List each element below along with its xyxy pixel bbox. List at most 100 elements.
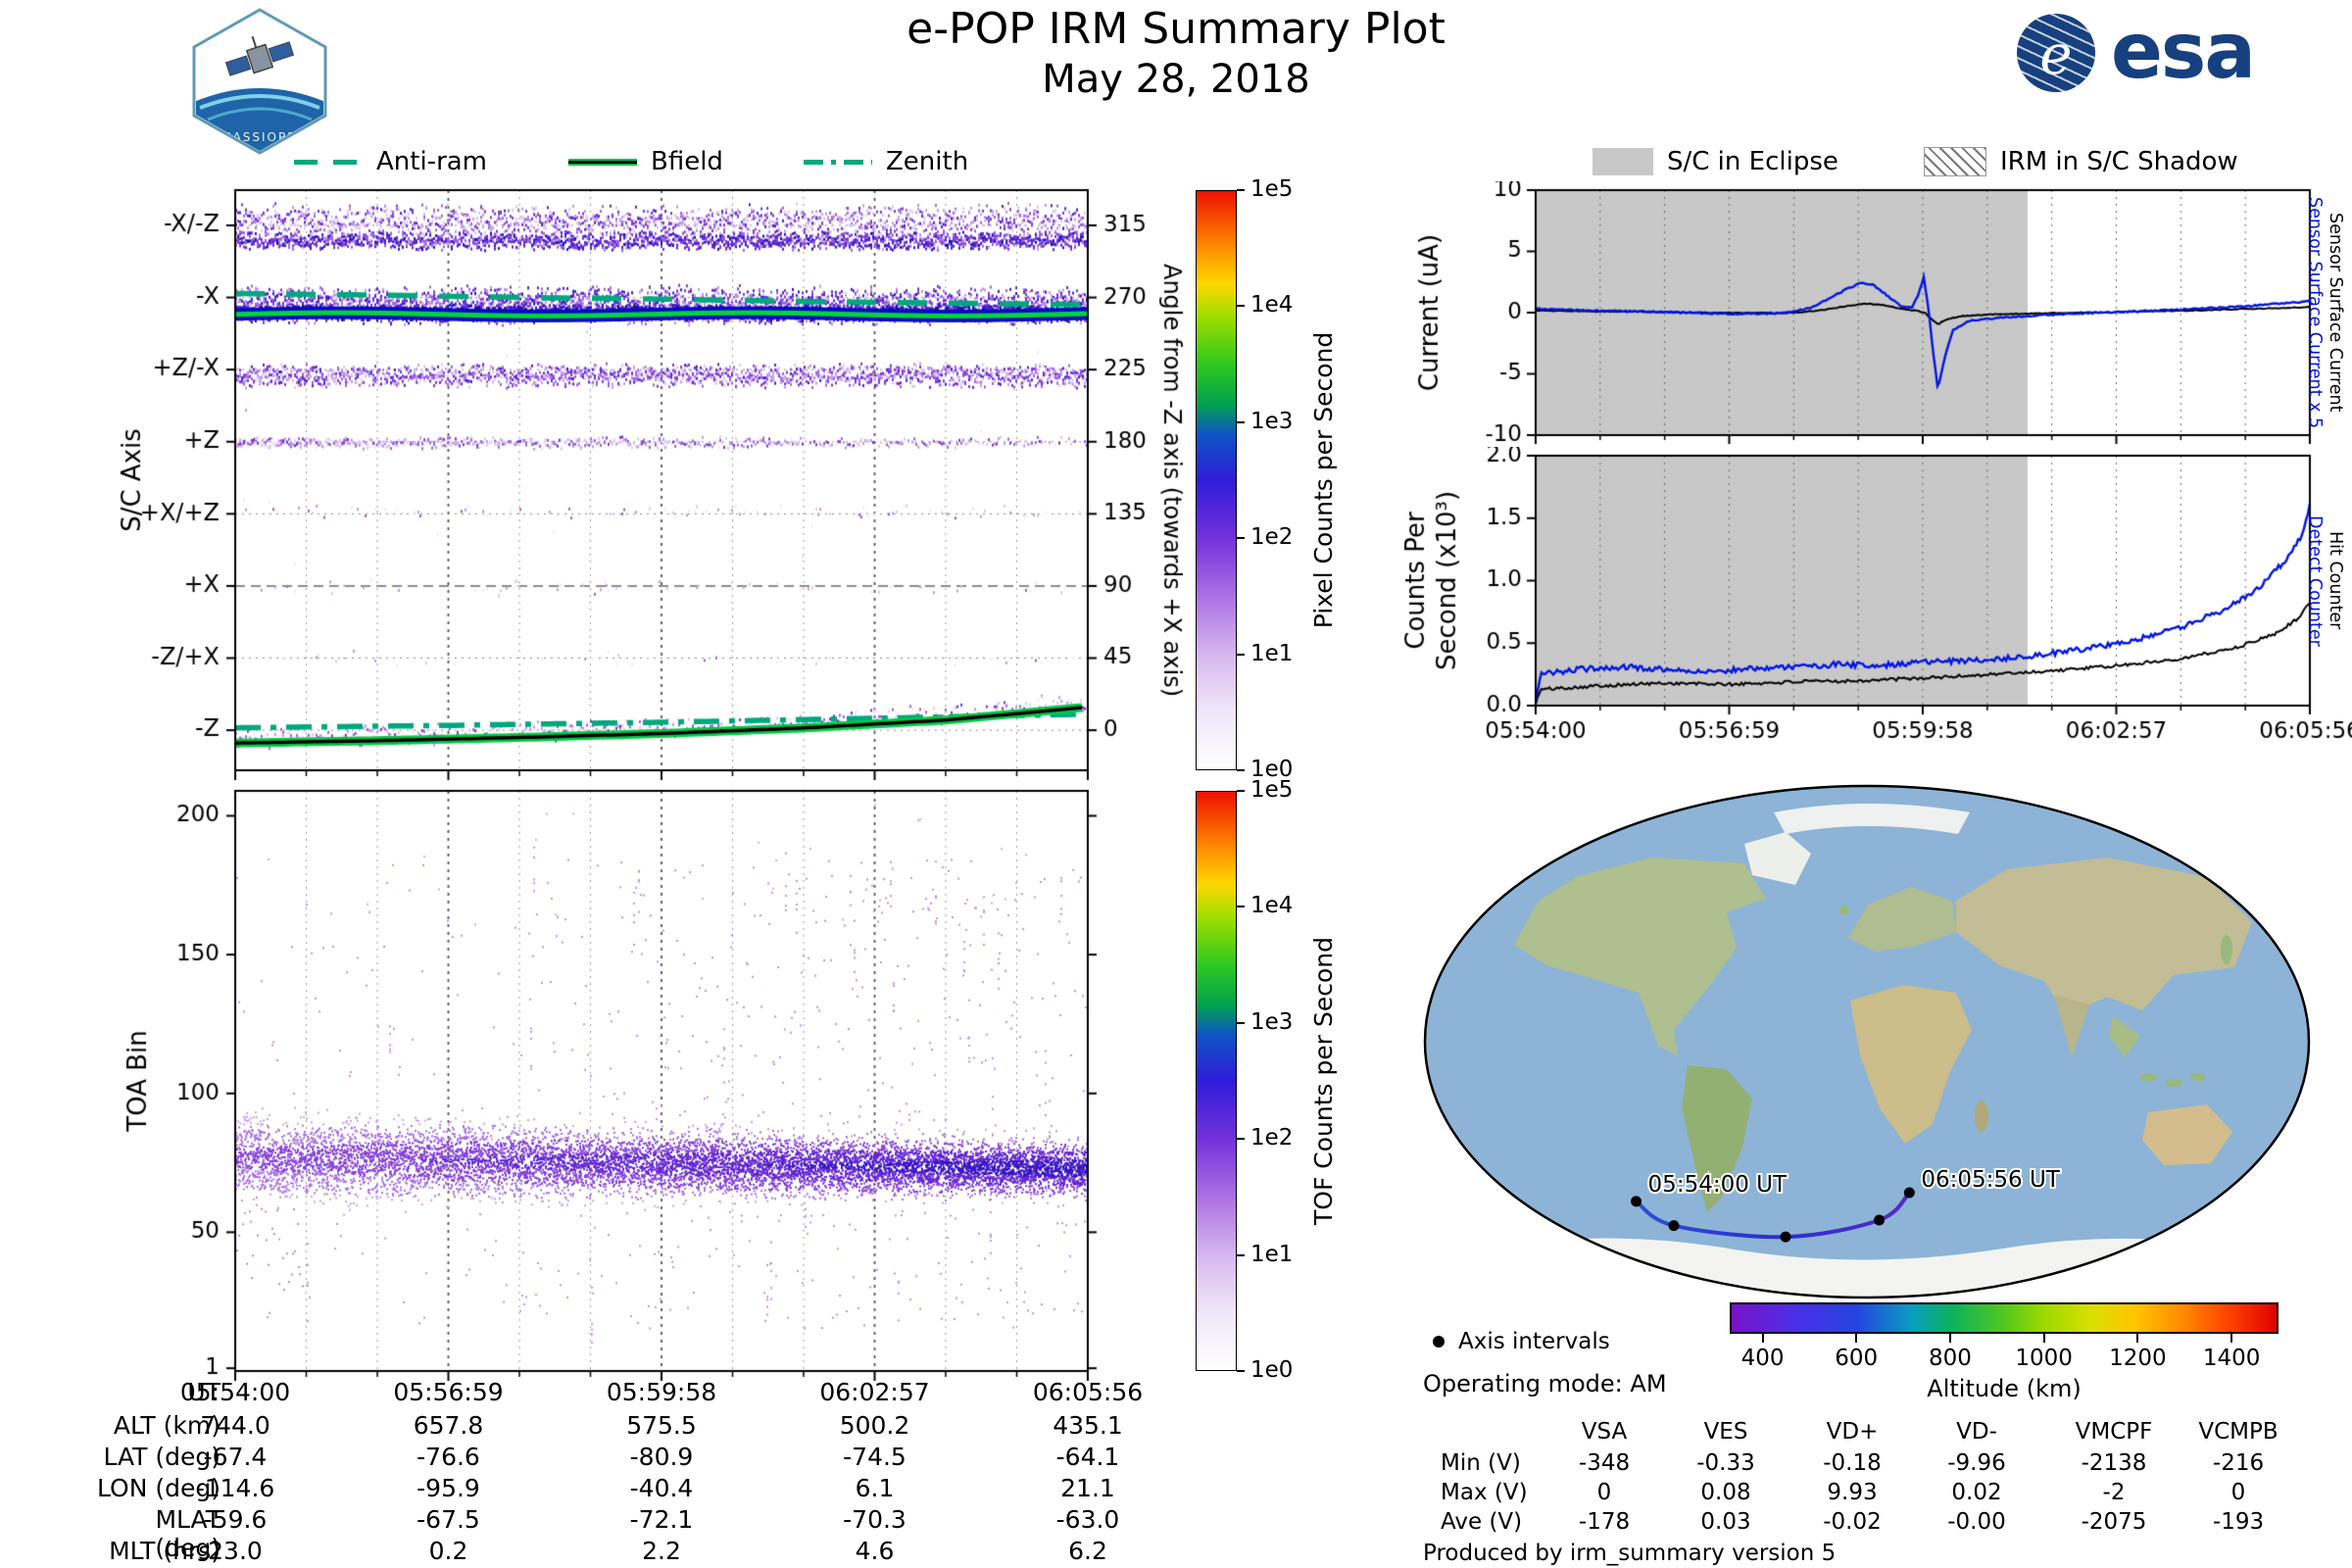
ephemeris-row-label: UT — [187, 1378, 220, 1406]
axis-interval-dot — [1780, 1231, 1791, 1243]
voltage-column-header: VMCPF — [2075, 1419, 2153, 1445]
bfield-line-sample — [568, 158, 637, 166]
ephemeris-value: 6.1 — [855, 1474, 895, 1502]
pixel-counts-colorbar: 1e0 1e1 1e2 1e3 1e4 1e5 Pixel Counts per Seco… — [1196, 176, 1392, 782]
voltage-value: -9.96 — [1947, 1450, 2006, 1476]
voltage-value: -0.02 — [1823, 1509, 1882, 1535]
voltage-value: -348 — [1578, 1450, 1631, 1476]
ephemeris-value: 2.2 — [642, 1537, 681, 1565]
ephemeris-value: 575.5 — [626, 1411, 697, 1440]
voltage-value: -193 — [2212, 1509, 2265, 1535]
tof-colorbar-ticks: 1e0 1e1 1e2 1e3 1e4 1e5 — [1196, 777, 1392, 1383]
colorbar-tick-mark — [1237, 1370, 1245, 1372]
esa-emblem-e: e — [2039, 23, 2073, 87]
axis-interval-dot — [1874, 1214, 1886, 1226]
colorbar-tick-label: 1e0 — [1250, 1357, 1294, 1383]
axis-interval-dot — [1433, 1336, 1445, 1348]
ephemeris-value: -70.3 — [843, 1505, 906, 1534]
esa-logo: e esa — [2017, 8, 2350, 98]
altitude-tick-mark — [1761, 1334, 1764, 1343]
pixel-colorbar-title: Pixel Counts per Second — [1309, 331, 1338, 629]
voltage-value: -2 — [2102, 1480, 2126, 1505]
legend-item-eclipse: S/C in Eclipse — [1592, 145, 1838, 178]
status-legend: S/C in Eclipse IRM in S/C Shadow — [1592, 145, 2337, 178]
ephemeris-row-label: ALT (km) — [113, 1411, 220, 1440]
badge-satellite — [224, 35, 295, 76]
arctic-ice — [1774, 804, 1970, 834]
australia — [2142, 1104, 2232, 1165]
ground-track-map: 05:54:00 UT 06:05:56 UT — [1421, 783, 2313, 1301]
voltage-row-label: Ave (V) — [1441, 1509, 1523, 1535]
tof-counts-colorbar: 1e0 1e1 1e2 1e3 1e4 1e5 TOF Counts per Second — [1196, 777, 1392, 1383]
ephemeris-value: -74.5 — [843, 1443, 906, 1471]
ephemeris-value: -114.6 — [195, 1474, 275, 1502]
altitude-colorbar-ticks: 400 600 800 1000 1200 1400 — [1730, 1302, 2278, 1381]
ephemeris-value: 21.1 — [1060, 1474, 1115, 1502]
ephemeris-value: 23.0 — [208, 1537, 263, 1565]
colorbar-tick-mark — [1237, 1021, 1245, 1024]
colorbar-tick-mark — [1237, 1253, 1245, 1256]
voltage-value: -0.33 — [1696, 1450, 1755, 1476]
colorbar-tick-label: 1e2 — [1250, 1125, 1294, 1152]
header: e-POP IRM Summary Plot May 28, 2018 — [686, 4, 1666, 104]
altitude-colorbar: 400 600 800 1000 1200 1400 Altitude (km) — [1730, 1302, 2278, 1420]
ephemeris-value: 06:02:57 — [819, 1378, 930, 1406]
voltage-column-header: VD+ — [1826, 1419, 1879, 1445]
produced-by: Produced by irm_summary version 5 — [1423, 1541, 1837, 1566]
colorbar-tick-label: 1e4 — [1250, 893, 1294, 919]
current-plot — [1392, 181, 2352, 446]
voltage-column-header: VES — [1703, 1419, 1748, 1445]
ephemeris-value: -67.4 — [203, 1443, 268, 1471]
europe — [1848, 887, 1956, 952]
ground-track: 05:54:00 UT 06:05:56 UT — [1631, 1165, 2063, 1243]
voltage-row-label: Min (V) — [1441, 1450, 1521, 1476]
colorbar-tick-mark — [1237, 305, 1245, 308]
altitude-tick-mark — [2042, 1334, 2045, 1343]
ephemeris-row-label: LON (deg) — [97, 1474, 220, 1502]
axis-interval-dot — [1668, 1220, 1680, 1232]
colorbar-tick-label: 1e1 — [1250, 1241, 1294, 1267]
esa-emblem-circle: e — [2017, 14, 2095, 92]
zenith-line-sample — [804, 159, 872, 165]
voltage-row-label: Max (V) — [1441, 1480, 1528, 1505]
colorbar-tick-mark — [1237, 790, 1245, 792]
eclipse-swatch — [1592, 148, 1653, 175]
pixel-colorbar-gradient — [1196, 190, 1237, 770]
colorbar-tick-mark — [1237, 189, 1245, 191]
pixel-colorbar-ticks: 1e0 1e1 1e2 1e3 1e4 1e5 — [1196, 176, 1392, 782]
voltage-value: -216 — [2212, 1450, 2265, 1476]
voltage-value: -178 — [1578, 1509, 1631, 1535]
track-start-label: 05:54:00 UT — [1648, 1172, 1788, 1198]
ephemeris-value: -80.9 — [629, 1443, 694, 1471]
ephemeris-value: 744.0 — [200, 1411, 270, 1440]
colorbar-tick-label: 1e2 — [1250, 524, 1294, 551]
countsPlot-right-label: Detect Counter — [2305, 514, 2325, 647]
ephemeris-value: -40.4 — [629, 1474, 694, 1502]
voltage-value: 9.93 — [1827, 1480, 1878, 1505]
ephemeris-value: 435.1 — [1053, 1411, 1123, 1440]
ephemeris-value: -72.1 — [629, 1505, 694, 1534]
axis-intervals-legend: Axis intervals — [1433, 1329, 1610, 1354]
voltage-value: 0.03 — [1700, 1509, 1751, 1535]
altitude-tick-mark — [2136, 1334, 2139, 1343]
esa-wordmark: esa — [2111, 8, 2256, 96]
southeast-asia — [2109, 1016, 2140, 1057]
asia — [1956, 858, 2252, 1016]
voltage-column-header: VD- — [1956, 1419, 1997, 1445]
greenland — [1744, 832, 1811, 885]
voltage-value: -0.18 — [1823, 1450, 1882, 1476]
ephemeris-value: 05:59:58 — [606, 1378, 717, 1406]
altitude-colorbar-gradient — [1730, 1302, 2278, 1334]
ephemeris-value: 657.8 — [413, 1411, 484, 1440]
voltage-column-header: VCMPB — [2198, 1419, 2278, 1445]
voltage-value: -2138 — [2081, 1450, 2147, 1476]
currentPlot-right-label: Sensor Surface Current x 5 — [2305, 196, 2325, 429]
altitude-tick-mark — [1948, 1334, 1951, 1343]
legend-item-bfield: Bfield — [568, 145, 723, 178]
voltage-value: 0 — [2230, 1480, 2246, 1505]
ephemeris-value: 500.2 — [839, 1411, 910, 1440]
ephemeris-row-label: LAT (deg) — [103, 1443, 220, 1471]
colorbar-tick-label: 1e5 — [1250, 777, 1294, 803]
madagascar — [1975, 1101, 1988, 1132]
